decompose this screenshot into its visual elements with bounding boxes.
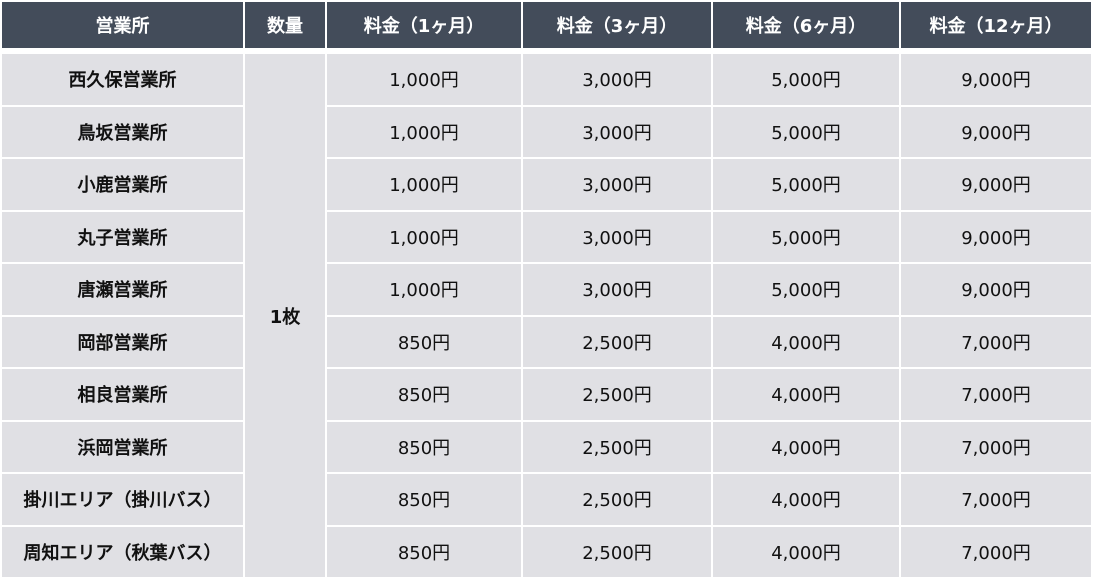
- price-3m-cell: 2,500円: [523, 526, 711, 577]
- price-3m-cell: 3,000円: [523, 54, 711, 105]
- office-cell: 鳥坂営業所: [2, 106, 243, 157]
- price-1m-cell: 850円: [327, 474, 521, 525]
- header-price-1m: 料金（1ヶ月）: [327, 2, 521, 48]
- price-1m-cell: 1,000円: [327, 211, 521, 262]
- quantity-cell: 1枚: [245, 54, 325, 577]
- price-6m-cell: 5,000円: [713, 159, 899, 210]
- price-6m-cell: 5,000円: [713, 264, 899, 315]
- price-1m-cell: 1,000円: [327, 106, 521, 157]
- price-12m-cell: 7,000円: [901, 369, 1091, 420]
- price-1m-cell: 1,000円: [327, 54, 521, 105]
- office-cell: 周知エリア（秋葉バス）: [2, 526, 243, 577]
- header-quantity: 数量: [245, 2, 325, 48]
- price-3m-cell: 3,000円: [523, 159, 711, 210]
- price-6m-cell: 4,000円: [713, 526, 899, 577]
- price-1m-cell: 850円: [327, 316, 521, 367]
- price-12m-cell: 9,000円: [901, 264, 1091, 315]
- header-office: 営業所: [2, 2, 243, 48]
- office-cell: 岡部営業所: [2, 316, 243, 367]
- office-cell: 丸子営業所: [2, 211, 243, 262]
- price-12m-cell: 9,000円: [901, 106, 1091, 157]
- price-1m-cell: 850円: [327, 369, 521, 420]
- price-1m-cell: 1,000円: [327, 159, 521, 210]
- price-6m-cell: 4,000円: [713, 316, 899, 367]
- price-3m-cell: 2,500円: [523, 316, 711, 367]
- office-cell: 西久保営業所: [2, 54, 243, 105]
- price-3m-cell: 2,500円: [523, 474, 711, 525]
- office-cell: 相良営業所: [2, 369, 243, 420]
- price-6m-cell: 5,000円: [713, 54, 899, 105]
- price-1m-cell: 850円: [327, 421, 521, 472]
- price-1m-cell: 850円: [327, 526, 521, 577]
- price-12m-cell: 7,000円: [901, 474, 1091, 525]
- price-12m-cell: 7,000円: [901, 526, 1091, 577]
- price-6m-cell: 4,000円: [713, 421, 899, 472]
- office-cell: 唐瀬営業所: [2, 264, 243, 315]
- header-price-3m: 料金（3ヶ月）: [523, 2, 711, 48]
- price-6m-cell: 5,000円: [713, 106, 899, 157]
- price-12m-cell: 9,000円: [901, 211, 1091, 262]
- price-3m-cell: 2,500円: [523, 369, 711, 420]
- price-3m-cell: 3,000円: [523, 106, 711, 157]
- price-6m-cell: 4,000円: [713, 369, 899, 420]
- price-12m-cell: 9,000円: [901, 54, 1091, 105]
- office-cell: 小鹿営業所: [2, 159, 243, 210]
- price-1m-cell: 1,000円: [327, 264, 521, 315]
- price-6m-cell: 5,000円: [713, 211, 899, 262]
- header-price-6m: 料金（6ヶ月）: [713, 2, 899, 48]
- office-cell: 浜岡営業所: [2, 421, 243, 472]
- price-12m-cell: 7,000円: [901, 316, 1091, 367]
- price-3m-cell: 2,500円: [523, 421, 711, 472]
- header-price-12m: 料金（12ヶ月）: [901, 2, 1091, 48]
- price-6m-cell: 4,000円: [713, 474, 899, 525]
- price-12m-cell: 7,000円: [901, 421, 1091, 472]
- price-3m-cell: 3,000円: [523, 211, 711, 262]
- office-cell: 掛川エリア（掛川バス）: [2, 474, 243, 525]
- price-3m-cell: 3,000円: [523, 264, 711, 315]
- price-12m-cell: 9,000円: [901, 159, 1091, 210]
